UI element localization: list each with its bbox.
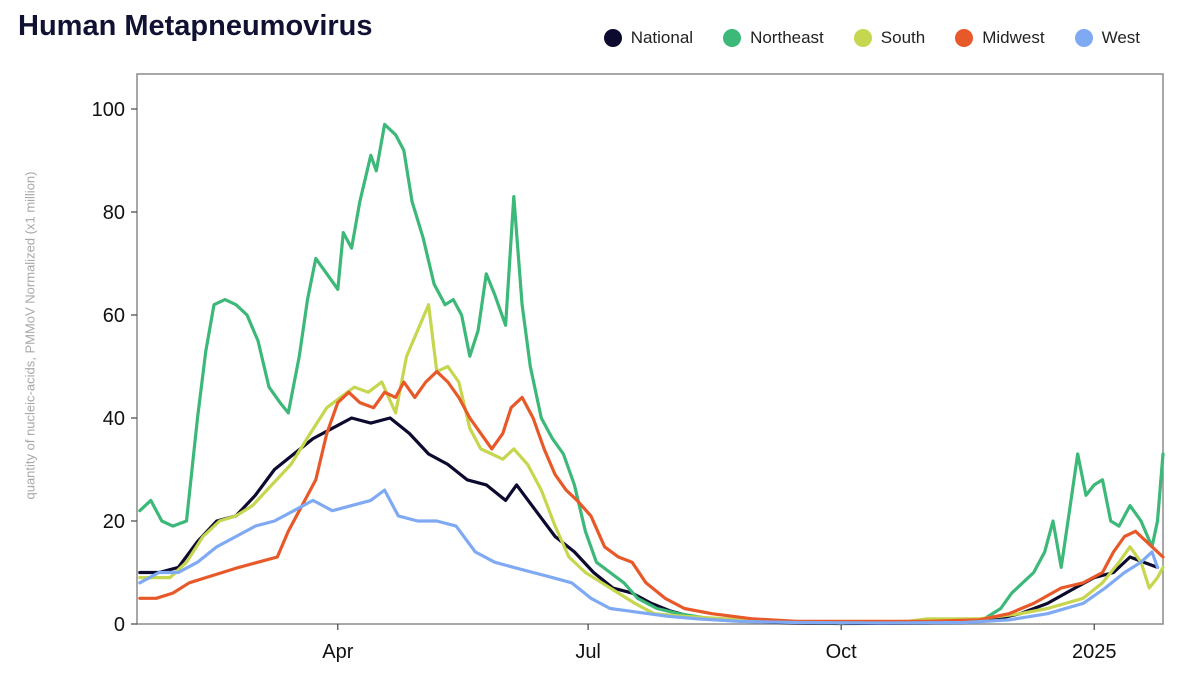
legend: National Northeast South Midwest West [603, 28, 1140, 48]
legend-item-south[interactable]: South [853, 28, 926, 48]
legend-swatch-national [603, 29, 622, 47]
x-tick-label-jul: Jul [575, 641, 601, 663]
legend-label-midwest: Midwest [982, 28, 1045, 47]
plot-frame [136, 73, 1164, 625]
series-line-northeast [138, 122, 1165, 625]
legend-item-midwest[interactable]: Midwest [955, 28, 1045, 48]
series-line-midwest [138, 370, 1165, 623]
legend-item-northeast[interactable]: Northeast [723, 28, 824, 48]
y-tick-label-0: 0 [114, 614, 125, 636]
y-tick-label-20: 20 [103, 511, 125, 533]
y-tick-label-40: 40 [103, 408, 125, 430]
legend-label-northeast: Northeast [750, 28, 824, 47]
y-tick-label-60: 60 [103, 305, 125, 327]
y-tick-label-80: 80 [103, 202, 125, 224]
legend-swatch-south [853, 29, 872, 47]
legend-swatch-west [1074, 29, 1093, 47]
chart-title: Human Metapneumovirus [18, 10, 373, 42]
series-line-south [138, 303, 1165, 625]
legend-label-south: South [880, 28, 926, 47]
legend-label-west: West [1101, 28, 1140, 47]
legend-swatch-midwest [955, 29, 974, 47]
x-tick-label-apr: Apr [322, 641, 353, 663]
legend-item-national[interactable]: National [603, 28, 694, 48]
x-tick-label-2025: 2025 [1072, 641, 1117, 663]
legend-label-national: National [630, 28, 694, 47]
x-tick-label-oct: Oct [826, 641, 858, 663]
legend-item-west[interactable]: West [1074, 28, 1140, 48]
series-line-west [138, 488, 1160, 625]
y-tick-label-100: 100 [92, 99, 125, 121]
legend-swatch-northeast [723, 29, 742, 47]
